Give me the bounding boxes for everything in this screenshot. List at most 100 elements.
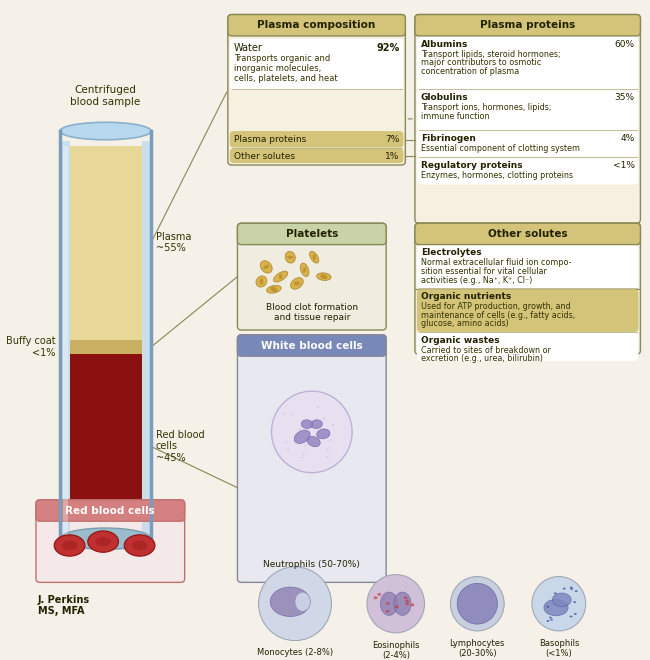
Text: 60%: 60% xyxy=(614,40,634,49)
Bar xyxy=(70,354,142,539)
Text: Used for ATP production, growth, and: Used for ATP production, growth, and xyxy=(421,302,570,311)
FancyBboxPatch shape xyxy=(229,39,404,89)
FancyBboxPatch shape xyxy=(36,500,185,582)
Text: Fibrinogen: Fibrinogen xyxy=(421,134,476,143)
Text: Lymphocytes
(20-30%): Lymphocytes (20-30%) xyxy=(450,639,505,658)
FancyBboxPatch shape xyxy=(415,15,640,223)
Bar xyxy=(63,146,68,539)
FancyBboxPatch shape xyxy=(229,131,404,148)
Text: 1%: 1% xyxy=(385,152,400,161)
FancyBboxPatch shape xyxy=(415,223,640,354)
Text: Plasma proteins: Plasma proteins xyxy=(233,135,306,145)
Ellipse shape xyxy=(380,592,398,615)
Text: activities (e.g., Na⁺, K⁺, Cl⁻): activities (e.g., Na⁺, K⁺, Cl⁻) xyxy=(421,276,532,284)
Ellipse shape xyxy=(260,261,272,273)
Ellipse shape xyxy=(549,616,552,618)
Ellipse shape xyxy=(395,605,398,609)
Text: Red blood
cells
~45%: Red blood cells ~45% xyxy=(156,430,205,463)
Ellipse shape xyxy=(367,575,424,633)
Ellipse shape xyxy=(291,278,304,289)
Ellipse shape xyxy=(405,599,409,603)
Ellipse shape xyxy=(287,449,289,451)
Text: Albumins: Albumins xyxy=(421,40,468,49)
Ellipse shape xyxy=(62,541,77,550)
Text: immune function: immune function xyxy=(421,112,489,121)
Text: cells, platelets, and heat: cells, platelets, and heat xyxy=(233,74,337,82)
Ellipse shape xyxy=(573,601,576,603)
Ellipse shape xyxy=(569,616,573,618)
Ellipse shape xyxy=(300,263,309,277)
Ellipse shape xyxy=(279,274,282,279)
Text: maintenance of cells (e.g., fatty acids,: maintenance of cells (e.g., fatty acids, xyxy=(421,311,575,319)
Text: glucose, amino acids): glucose, amino acids) xyxy=(421,319,508,328)
Text: Platelets: Platelets xyxy=(285,229,338,239)
FancyBboxPatch shape xyxy=(417,37,638,89)
Ellipse shape xyxy=(332,424,334,426)
Ellipse shape xyxy=(301,456,304,458)
Text: Carried to sites of breakdown or: Carried to sites of breakdown or xyxy=(421,346,551,354)
Text: Globulins: Globulins xyxy=(421,93,468,102)
Ellipse shape xyxy=(550,618,553,620)
FancyBboxPatch shape xyxy=(417,246,638,288)
Text: Plasma
~55%: Plasma ~55% xyxy=(156,232,191,253)
Ellipse shape xyxy=(411,603,415,607)
Ellipse shape xyxy=(547,606,549,608)
Text: Electrolytes: Electrolytes xyxy=(421,248,481,257)
Text: Other solutes: Other solutes xyxy=(233,152,294,161)
Ellipse shape xyxy=(96,537,111,546)
FancyBboxPatch shape xyxy=(237,335,386,582)
Ellipse shape xyxy=(282,412,285,414)
Text: <1%: <1% xyxy=(613,161,634,170)
Ellipse shape xyxy=(404,596,408,599)
Ellipse shape xyxy=(301,420,313,428)
Text: Red blood cells: Red blood cells xyxy=(66,506,155,515)
Text: Centrifuged
blood sample: Centrifuged blood sample xyxy=(70,85,140,107)
Text: Basophils
(<1%): Basophils (<1%) xyxy=(539,639,579,658)
Ellipse shape xyxy=(124,535,155,556)
Ellipse shape xyxy=(330,440,332,442)
Ellipse shape xyxy=(270,587,310,616)
Ellipse shape xyxy=(303,267,307,273)
Ellipse shape xyxy=(311,420,322,428)
FancyBboxPatch shape xyxy=(237,223,386,330)
Ellipse shape xyxy=(575,590,578,592)
Text: 7%: 7% xyxy=(385,135,400,145)
FancyBboxPatch shape xyxy=(237,223,386,245)
Ellipse shape xyxy=(450,577,504,631)
FancyBboxPatch shape xyxy=(237,335,386,356)
FancyBboxPatch shape xyxy=(229,148,404,163)
Ellipse shape xyxy=(317,429,330,439)
Text: J. Perkins
MS, MFA: J. Perkins MS, MFA xyxy=(38,595,90,616)
Bar xyxy=(60,141,70,544)
Text: Transport ions, hormones, lipids;: Transport ions, hormones, lipids; xyxy=(421,103,551,112)
Text: 35%: 35% xyxy=(614,93,634,102)
Ellipse shape xyxy=(570,587,573,589)
Text: Normal extracellular fluid ion compo-: Normal extracellular fluid ion compo- xyxy=(421,258,571,267)
Ellipse shape xyxy=(290,413,292,415)
Text: Monocytes (2-8%): Monocytes (2-8%) xyxy=(257,648,333,657)
Ellipse shape xyxy=(394,592,411,615)
Text: Blood clot formation
and tissue repair: Blood clot formation and tissue repair xyxy=(266,303,358,322)
Ellipse shape xyxy=(294,430,310,444)
Ellipse shape xyxy=(287,255,294,259)
Ellipse shape xyxy=(274,271,288,282)
FancyBboxPatch shape xyxy=(417,289,638,332)
Text: Transports organic and: Transports organic and xyxy=(233,54,330,63)
Text: Water: Water xyxy=(233,43,263,53)
Ellipse shape xyxy=(285,251,295,263)
Ellipse shape xyxy=(298,428,301,430)
Ellipse shape xyxy=(570,588,573,590)
Ellipse shape xyxy=(132,541,148,550)
Text: 92%: 92% xyxy=(376,43,400,53)
Bar xyxy=(70,340,142,354)
Ellipse shape xyxy=(320,274,327,279)
Ellipse shape xyxy=(60,122,151,140)
Text: Neutrophils (50-70%): Neutrophils (50-70%) xyxy=(263,560,360,570)
Ellipse shape xyxy=(386,602,389,605)
Text: Organic nutrients: Organic nutrients xyxy=(421,292,511,301)
Ellipse shape xyxy=(544,599,568,616)
Ellipse shape xyxy=(574,613,577,615)
Ellipse shape xyxy=(259,567,332,641)
Ellipse shape xyxy=(313,254,316,260)
FancyBboxPatch shape xyxy=(417,131,638,157)
